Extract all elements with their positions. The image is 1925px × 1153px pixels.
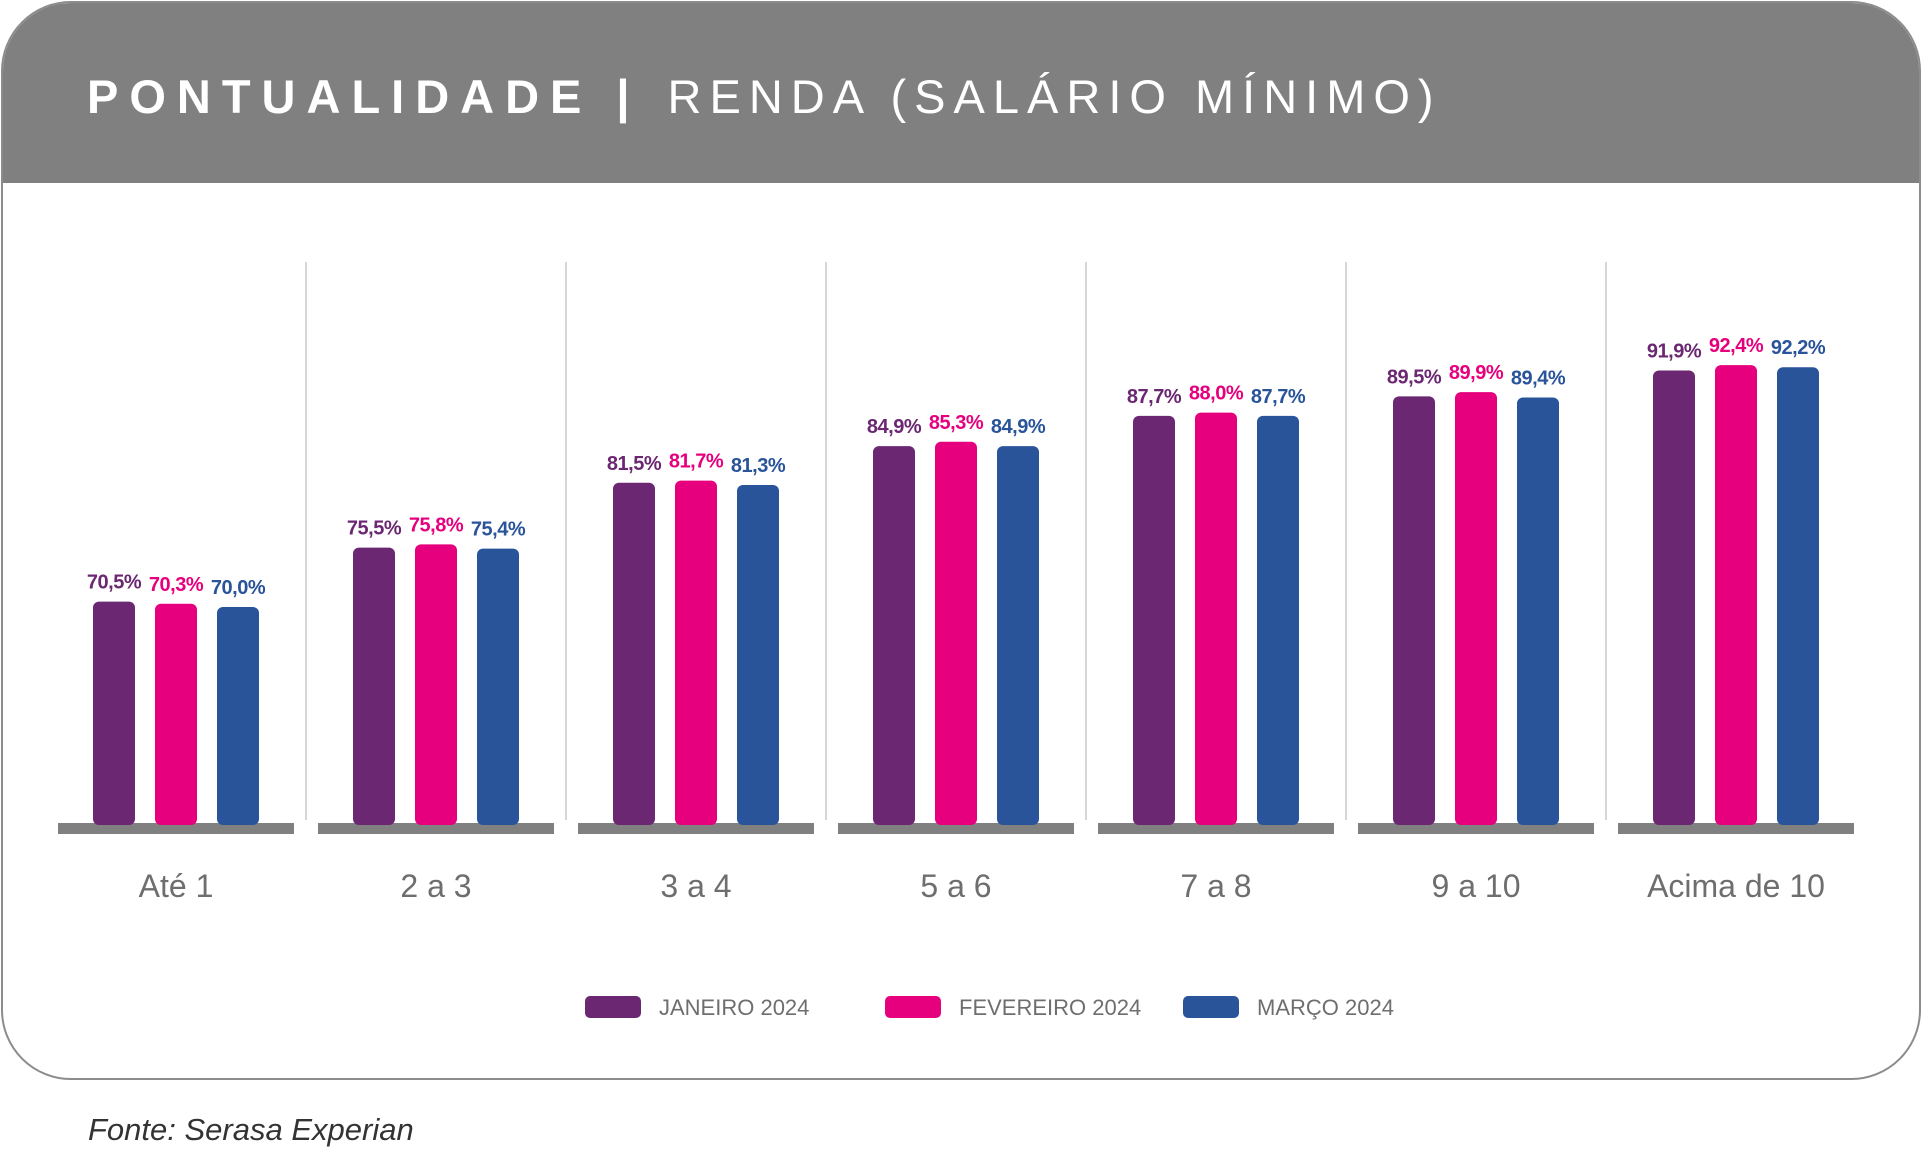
bar [415,544,457,825]
data-label: 70,3% [149,574,204,596]
bar-chart: 70,5% 70,3% 70,0% Até 1 75,5% 75,8% 75,4% 2 a 3… [58,262,1854,1020]
bar [353,547,395,825]
category-label: 7 a 8 [1180,868,1251,904]
category-label: Acima de 10 [1647,868,1825,904]
legend-label: MARÇO 2024 [1257,995,1394,1020]
bar [675,480,717,825]
bar [1653,370,1695,825]
legend-swatch [885,996,941,1018]
category-baseline [318,823,554,834]
bar [935,441,977,825]
bar [997,446,1039,825]
data-label: 87,7% [1251,386,1306,408]
category-baseline [1358,823,1594,834]
category-baseline [838,823,1074,834]
bar [1393,396,1435,825]
category-label: Até 1 [139,868,214,904]
bar [1133,415,1175,825]
legend-swatch [585,996,641,1018]
data-label: 75,5% [347,518,402,540]
category-baseline [1618,823,1854,834]
bar [1777,367,1819,825]
category-label: 3 a 4 [660,868,731,904]
category-label: 9 a 10 [1432,868,1521,904]
bar [613,482,655,825]
bar [873,446,915,825]
category-label: 2 a 3 [400,868,471,904]
source-note: Fonte: Serasa Experian [88,1112,414,1147]
data-label: 75,4% [471,519,526,541]
legend-label: JANEIRO 2024 [659,995,809,1020]
chart-header: PONTUALIDADE | RENDA (SALÁRIO MÍNIMO) [3,3,1919,183]
legend-label: FEVEREIRO 2024 [959,995,1141,1020]
data-label: 89,5% [1387,366,1442,388]
data-label: 81,5% [607,453,662,475]
chart-title: PONTUALIDADE | RENDA (SALÁRIO MÍNIMO) [87,67,1442,127]
data-label: 91,9% [1647,340,1702,362]
bar [1455,392,1497,825]
bar [155,603,197,825]
data-label: 92,4% [1709,335,1764,357]
chart-card: PONTUALIDADE | RENDA (SALÁRIO MÍNIMO) [1,1,1921,1080]
data-label: 89,9% [1449,362,1504,384]
data-label: 84,9% [867,416,922,438]
bar [1715,365,1757,825]
bar [477,548,519,825]
title-light: RENDA (SALÁRIO MÍNIMO) [667,70,1442,123]
data-label: 70,5% [87,572,142,594]
data-label: 70,0% [211,577,266,599]
legend-swatch [1183,996,1239,1018]
data-label: 89,4% [1511,367,1566,389]
bar [1517,397,1559,825]
data-label: 92,2% [1771,337,1826,359]
category-baseline [58,823,294,834]
data-label: 81,7% [669,451,724,473]
category-baseline [578,823,814,834]
data-label: 84,9% [991,416,1046,438]
category-baseline [1098,823,1334,834]
bar [737,484,779,825]
data-label: 87,7% [1127,386,1182,408]
category-label: 5 a 6 [920,868,991,904]
title-bold: PONTUALIDADE [87,70,593,123]
data-label: 75,8% [409,514,464,536]
bar [1195,412,1237,825]
bar [1257,415,1299,825]
data-label: 85,3% [929,412,984,434]
data-label: 81,3% [731,455,786,477]
title-separator: | [616,70,630,123]
data-label: 88,0% [1189,383,1244,405]
bar [93,601,135,825]
bar [217,607,259,825]
